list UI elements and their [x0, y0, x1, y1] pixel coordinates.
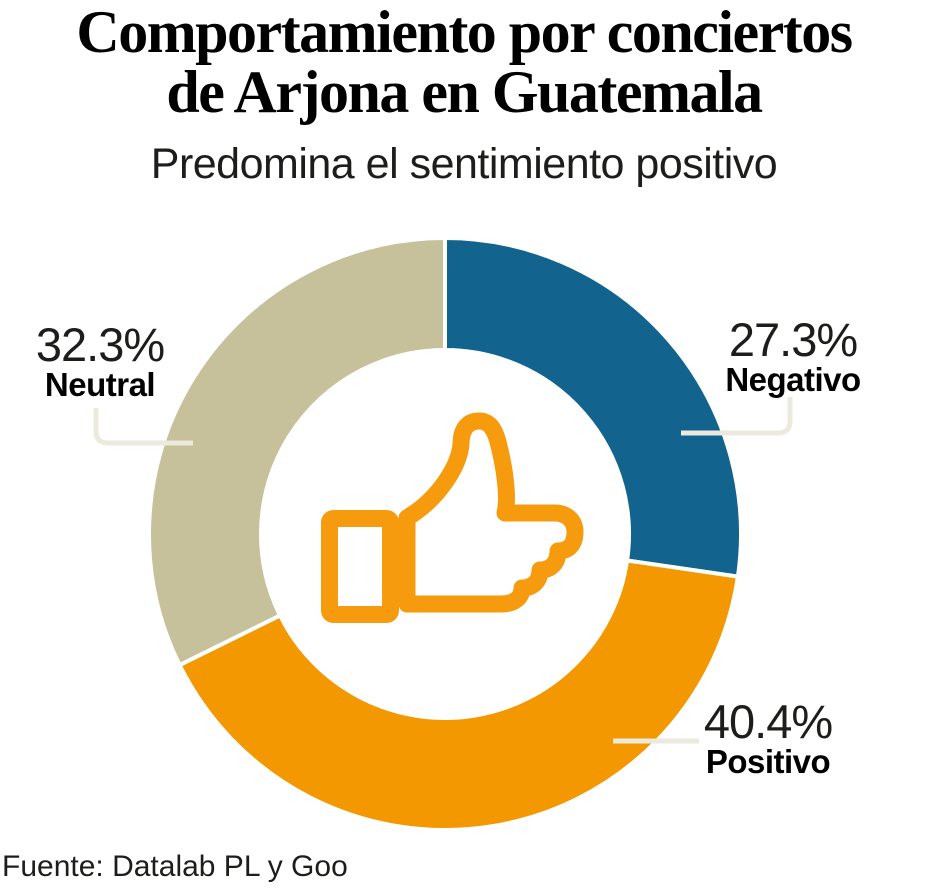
leader-line-negativo — [681, 397, 793, 436]
page-title-line-2: de Arjona en Guatemala — [166, 59, 763, 125]
thumbs-up-icon — [321, 412, 584, 623]
source-text: Fuente: Datalab PL y Goo — [2, 850, 348, 883]
thumbs-up-cuff — [321, 510, 399, 623]
donut-segment-negativo — [443, 236, 743, 579]
label-negativo: 27.3% Negativo — [683, 316, 903, 397]
label-negativo-name: Negativo — [725, 361, 861, 398]
leader-line-neutral — [93, 408, 193, 446]
page-title-line-1: Comportamiento por conciertos — [76, 0, 853, 65]
chart-subtitle: Predomina el sentimiento positivo — [150, 140, 778, 188]
donut-segment-neutral — [147, 236, 447, 668]
donut-segments — [147, 236, 743, 832]
page-title: Comportamiento por conciertos de Arjona … — [0, 2, 928, 122]
donut-segment-positivo — [177, 558, 740, 832]
label-positivo-name: Positivo — [705, 743, 831, 780]
callout-leader-lines — [93, 397, 793, 744]
label-neutral-value: 32.3% — [35, 318, 165, 371]
label-positivo: 40.4% Positivo — [658, 698, 878, 779]
label-neutral-name: Neutral — [44, 366, 156, 403]
label-positivo-value: 40.4% — [703, 695, 833, 748]
label-neutral: 32.3% Neutral — [0, 321, 210, 402]
thumbs-up-hand — [398, 412, 584, 613]
label-negativo-value: 27.3% — [728, 313, 858, 366]
